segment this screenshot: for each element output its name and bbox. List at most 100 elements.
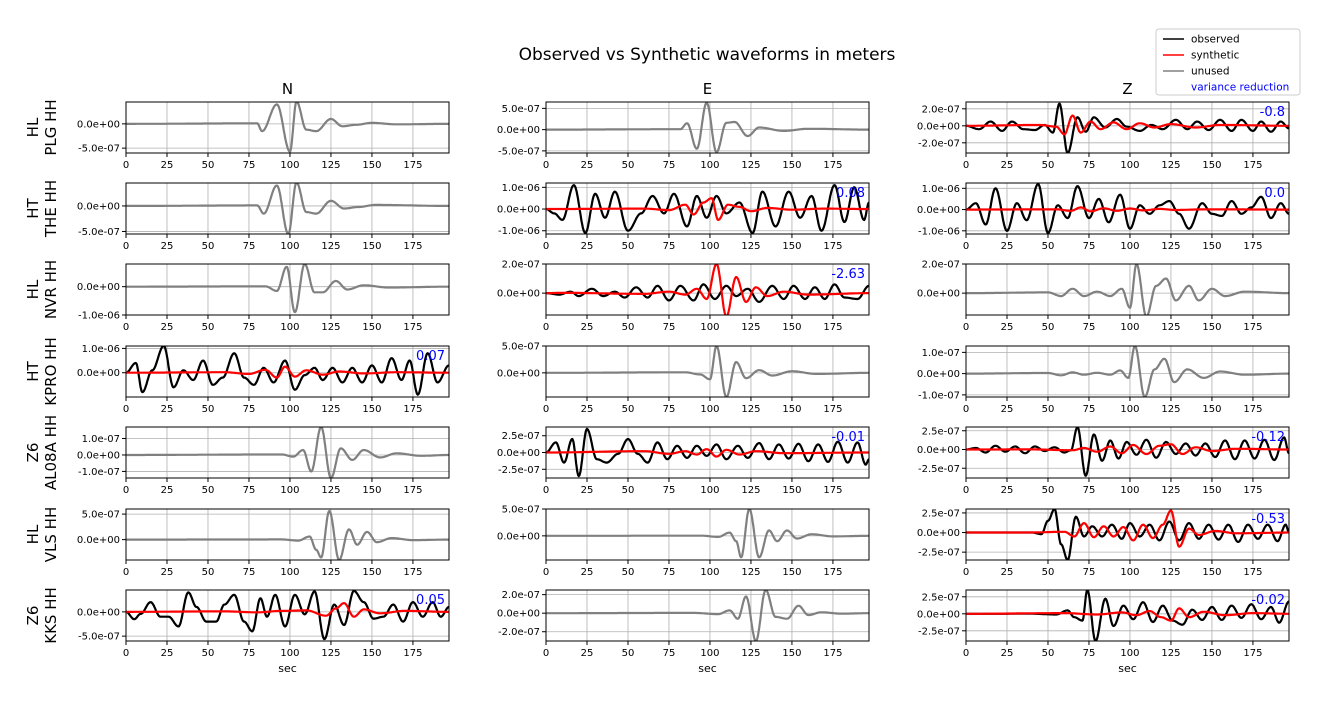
legend-label-synthetic: synthetic bbox=[1191, 50, 1240, 62]
x-tick-label: 100 bbox=[280, 485, 299, 496]
x-tick-label: 175 bbox=[403, 160, 422, 171]
x-tick-label: 125 bbox=[1161, 648, 1180, 659]
x-tick-label: 50 bbox=[1042, 567, 1055, 578]
variance-reduction-label: -0.02 bbox=[1251, 593, 1285, 608]
y-tick-label: -2.5e-07 bbox=[918, 464, 960, 475]
unused-trace bbox=[546, 346, 869, 397]
panel-frame bbox=[965, 182, 1290, 235]
panel-frame bbox=[545, 345, 870, 398]
variance-reduction-label: -0.12 bbox=[1251, 430, 1285, 445]
panel-frame bbox=[125, 589, 450, 642]
x-tick-label: 100 bbox=[1120, 648, 1139, 659]
x-tick-label: 0 bbox=[543, 160, 549, 171]
x-tick-label: 100 bbox=[700, 485, 719, 496]
x-tick-label: 175 bbox=[403, 404, 422, 415]
unused-trace bbox=[966, 264, 1289, 315]
y-tick-label: 0.0e+00 bbox=[917, 289, 960, 300]
x-tick-label: 175 bbox=[1243, 404, 1262, 415]
observed-trace bbox=[546, 427, 869, 478]
panel-frame bbox=[125, 182, 450, 235]
station-label: KPRO HH bbox=[42, 337, 60, 405]
panel-al08a-n: 0 25 50 75 100 125 150 175 1.0e-07 0.0e+00 -1.0e-0… bbox=[77, 426, 450, 496]
x-tick-label: 150 bbox=[362, 160, 381, 171]
column-title-n: N bbox=[282, 80, 293, 98]
x-tick-label: 150 bbox=[782, 567, 801, 578]
x-tick-label: 25 bbox=[161, 567, 174, 578]
panel-frame bbox=[125, 263, 450, 316]
row-label-4: Z6 AL08A HH bbox=[24, 415, 60, 490]
panel-frame bbox=[125, 508, 450, 561]
variance-reduction-label: 0.08 bbox=[836, 186, 865, 201]
x-tick-label: 125 bbox=[321, 485, 340, 496]
station-label: KKS HH bbox=[42, 587, 60, 644]
x-tick-label: 100 bbox=[280, 160, 299, 171]
x-tick-label: 75 bbox=[663, 322, 676, 333]
x-tick-label: 75 bbox=[663, 648, 676, 659]
x-tick-label: 150 bbox=[782, 648, 801, 659]
network-label: Z6 bbox=[24, 443, 42, 463]
row-label-0: HL PLG HH bbox=[24, 99, 60, 155]
x-tick-label: 100 bbox=[280, 241, 299, 252]
x-tick-label: 25 bbox=[1001, 567, 1014, 578]
x-tick-label: 0 bbox=[123, 485, 129, 496]
panel-frame bbox=[125, 101, 450, 154]
x-tick-label: 125 bbox=[1161, 404, 1180, 415]
panel-vls-z: 0 25 50 75 100 125 150 175 2.5e-07 0.0e+00 -2.5e-0… bbox=[917, 508, 1290, 578]
x-tick-label: 0 bbox=[963, 160, 969, 171]
x-tick-label: 175 bbox=[823, 404, 842, 415]
y-tick-label: 0.0e+00 bbox=[497, 531, 540, 542]
x-tick-label: 0 bbox=[123, 648, 129, 659]
y-tick-label: 5.0e-07 bbox=[502, 342, 540, 353]
x-tick-label: 50 bbox=[622, 160, 635, 171]
x-tick-label: 75 bbox=[1083, 322, 1096, 333]
figure-title: Observed vs Synthetic waveforms in meter… bbox=[519, 45, 896, 65]
y-tick-label: -5.0e-07 bbox=[78, 144, 120, 155]
x-tick-label: 175 bbox=[823, 648, 842, 659]
y-tick-label: -1.0e-07 bbox=[918, 390, 960, 401]
x-tick-label: 50 bbox=[1042, 485, 1055, 496]
synthetic-trace bbox=[546, 264, 869, 315]
panel-frame bbox=[545, 508, 870, 561]
panel-frame bbox=[545, 263, 870, 316]
x-tick-label: 125 bbox=[321, 160, 340, 171]
panel-plg-n: 0 25 50 75 100 125 150 175 0.0e+00 -5.0e-07 bbox=[77, 101, 450, 171]
legend-label-variance-reduction: variance reduction bbox=[1191, 82, 1289, 94]
y-tick-label: 1.0e-06 bbox=[82, 344, 120, 355]
x-tick-label: 175 bbox=[823, 322, 842, 333]
x-tick-label: 125 bbox=[741, 648, 760, 659]
x-tick-label: 50 bbox=[622, 241, 635, 252]
y-tick-label: 1.0e-06 bbox=[922, 184, 960, 195]
row-label-6: Z6 KKS HH bbox=[24, 587, 60, 644]
x-tick-label: 125 bbox=[321, 404, 340, 415]
panel-frame bbox=[965, 589, 1290, 642]
panel-frame bbox=[965, 426, 1290, 479]
y-tick-label: -2.5e-07 bbox=[918, 626, 960, 637]
x-tick-label: 50 bbox=[202, 241, 215, 252]
x-tick-label: 25 bbox=[161, 322, 174, 333]
x-tick-label: 100 bbox=[700, 241, 719, 252]
panel-frame bbox=[965, 508, 1290, 561]
panel-frame bbox=[965, 345, 1290, 398]
x-tick-label: 150 bbox=[782, 241, 801, 252]
x-tick-label: 50 bbox=[202, 485, 215, 496]
y-tick-label: 0.0e+00 bbox=[77, 535, 120, 546]
y-tick-label: 0.0e+00 bbox=[497, 205, 540, 216]
x-tick-label: 100 bbox=[280, 567, 299, 578]
y-tick-label: 2.5e-07 bbox=[922, 426, 960, 437]
x-tick-label: 75 bbox=[663, 404, 676, 415]
y-tick-label: -1.0e-06 bbox=[498, 226, 540, 237]
y-tick-label: 1.0e-07 bbox=[82, 434, 120, 445]
x-tick-label: 100 bbox=[280, 322, 299, 333]
observed-trace bbox=[966, 102, 1289, 153]
x-tick-label: 50 bbox=[202, 160, 215, 171]
x-tick-label: 25 bbox=[161, 160, 174, 171]
x-tick-label: 150 bbox=[1202, 567, 1221, 578]
x-tick-label: 50 bbox=[202, 322, 215, 333]
y-tick-label: -2.5e-07 bbox=[918, 548, 960, 559]
x-tick-label: 100 bbox=[280, 404, 299, 415]
variance-reduction-label: 0.0 bbox=[1264, 186, 1285, 201]
x-tick-label: 25 bbox=[581, 322, 594, 333]
x-tick-label: 125 bbox=[741, 485, 760, 496]
y-tick-label: 2.0e-07 bbox=[922, 104, 960, 115]
y-tick-label: 1.0e-06 bbox=[502, 183, 540, 194]
